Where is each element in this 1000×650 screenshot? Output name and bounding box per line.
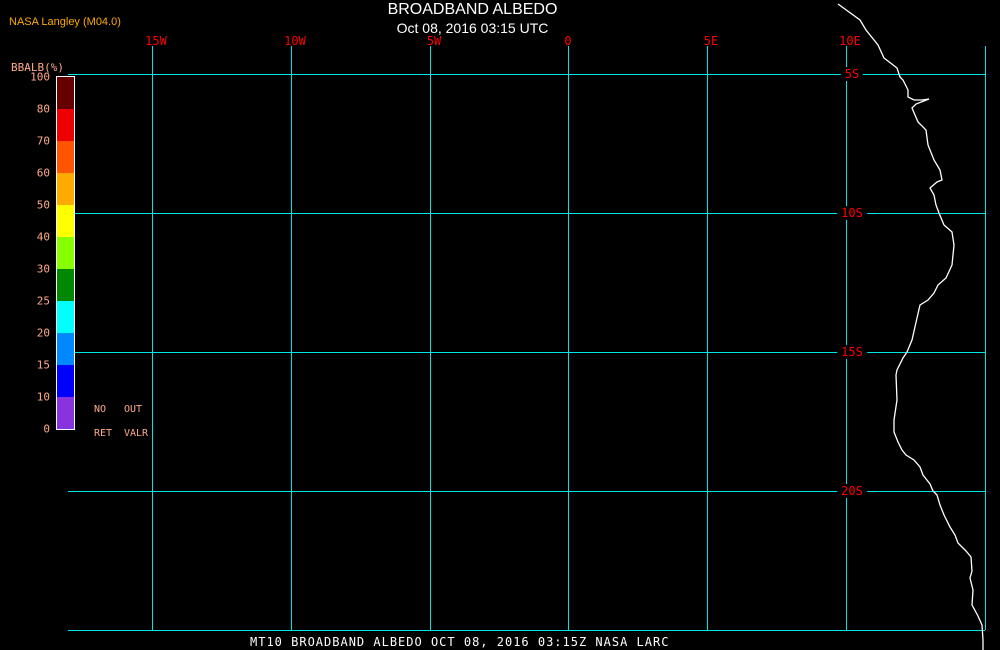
footer-caption: MT10 BROADBAND ALBEDO OCT 08, 2016 03:15… <box>250 635 670 649</box>
colorbar-swatch <box>57 141 74 173</box>
out-of-range-label: VALR <box>124 428 149 439</box>
colorbar-tick-label: 10 <box>36 390 50 404</box>
colorbar-tick-label: 60 <box>36 166 50 180</box>
graticule <box>68 46 986 631</box>
colorbar-frame <box>56 76 75 430</box>
coastline <box>837 3 984 650</box>
lon-label: 5W <box>426 34 442 48</box>
colorbar-tick-label: 100 <box>30 70 50 84</box>
lat-label: 10S <box>837 206 867 220</box>
colorbar-swatch <box>57 77 74 109</box>
map-title: BROADBAND ALBEDO <box>387 1 558 18</box>
colorbar-swatch <box>57 109 74 141</box>
colorbar-tick-label: 20 <box>36 326 50 340</box>
colorbar-tick-label: 15 <box>36 358 50 372</box>
colorbar-tick-label: 80 <box>36 102 50 116</box>
colorbar-tick-label: 70 <box>36 134 50 148</box>
organization-label: NASA Langley (M04.0) <box>9 16 121 28</box>
lon-label: 0 <box>564 34 572 48</box>
map-subtitle: Oct 08, 2016 03:15 UTC <box>396 20 549 36</box>
colorbar-tick-label: 40 <box>36 230 50 244</box>
colorbar-swatch <box>57 301 74 333</box>
lon-label: 10E <box>839 34 861 48</box>
colorbar-tick-label: 25 <box>36 294 50 308</box>
colorbar-swatch <box>57 397 74 429</box>
colorbar-swatch <box>57 205 74 237</box>
colorbar-tick-label: 30 <box>36 262 50 276</box>
colorbar-swatch <box>57 173 74 205</box>
no-retrieval-label: NO <box>94 404 107 415</box>
lon-label: 15W <box>145 34 167 48</box>
colorbar-swatch <box>57 333 74 365</box>
colorbar-swatch <box>57 365 74 397</box>
no-retrieval-label: RET <box>94 428 113 439</box>
colorbar <box>56 76 75 430</box>
colorbar-title: BBALB(%) <box>11 61 64 74</box>
colorbar-swatch <box>57 269 74 301</box>
lon-label: 10W <box>284 34 306 48</box>
colorbar-tick-label: 0 <box>43 422 50 436</box>
lat-label: 15S <box>837 345 867 359</box>
lon-label: 5E <box>703 34 719 48</box>
colorbar-tick-label: 50 <box>36 198 50 212</box>
colorbar-swatch <box>57 237 74 269</box>
out-of-range-label: OUT <box>124 404 143 415</box>
lat-label: 20S <box>837 484 867 498</box>
lat-label: 5S <box>840 67 864 81</box>
